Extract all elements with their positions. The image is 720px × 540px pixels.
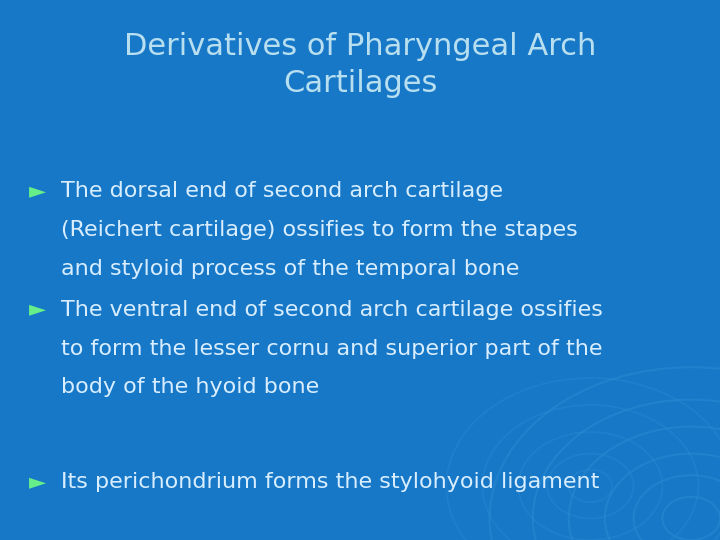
Text: The ventral end of second arch cartilage ossifies: The ventral end of second arch cartilage… (61, 300, 603, 320)
Text: body of the hyoid bone: body of the hyoid bone (61, 377, 320, 397)
Text: to form the lesser cornu and superior part of the: to form the lesser cornu and superior pa… (61, 339, 603, 359)
Text: and styloid process of the temporal bone: and styloid process of the temporal bone (61, 259, 520, 279)
Text: ►: ► (29, 472, 46, 492)
Text: Its perichondrium forms the stylohyoid ligament: Its perichondrium forms the stylohyoid l… (61, 472, 600, 492)
Text: ►: ► (29, 300, 46, 320)
Text: ►: ► (29, 181, 46, 201)
Text: The dorsal end of second arch cartilage: The dorsal end of second arch cartilage (61, 181, 503, 201)
Text: (Reichert cartilage) ossifies to form the stapes: (Reichert cartilage) ossifies to form th… (61, 220, 578, 240)
Text: Derivatives of Pharyngeal Arch
Cartilages: Derivatives of Pharyngeal Arch Cartilage… (124, 32, 596, 98)
